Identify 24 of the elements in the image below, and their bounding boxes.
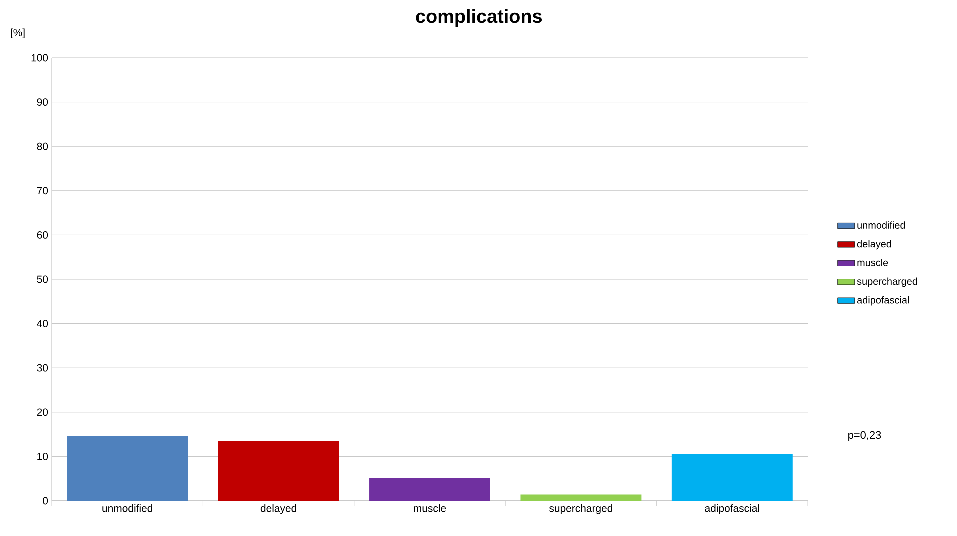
x-tick-label: supercharged: [550, 504, 613, 514]
legend-label: muscle: [858, 259, 888, 266]
legend-label: unmodified: [858, 222, 906, 229]
x-tick-label: unmodified: [102, 504, 152, 512]
x-tick-label: muscle: [414, 504, 446, 512]
y-tick-label: 50: [37, 276, 48, 284]
y-tick-label: 80: [37, 142, 48, 150]
y-tick-label: 10: [38, 453, 48, 460]
x-tick-label: adipofascial: [705, 504, 760, 514]
y-tick-label: 70: [37, 187, 48, 195]
x-tick-label: delayed: [260, 504, 296, 514]
y-tick-label: 30: [37, 364, 48, 372]
y-tick-label: 20: [37, 408, 48, 416]
legend-label: adipofascial: [857, 296, 909, 306]
y-tick-label: 0: [43, 497, 48, 505]
y-tick-label: 60: [37, 232, 48, 239]
legend-label: delayed: [857, 240, 892, 250]
y-tick-label: 40: [37, 320, 48, 328]
chart-title: complications: [416, 9, 542, 27]
y-axis-title: [%]: [11, 28, 25, 39]
text: p=0,23: [848, 431, 882, 442]
y-tick-label: 90: [37, 98, 48, 106]
legend-label: supercharged: [857, 278, 918, 288]
y-tick-label: 100: [32, 54, 48, 62]
